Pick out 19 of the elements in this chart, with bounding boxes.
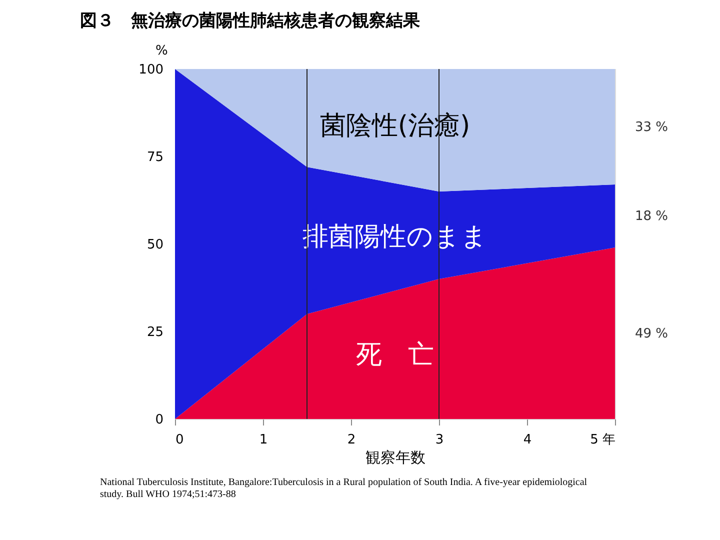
y-tick-label: 100 bbox=[138, 62, 164, 78]
y-tick-label: 50 bbox=[146, 238, 164, 252]
x-tick-label: 4 bbox=[523, 432, 532, 448]
chart-title: 図３ 無治療の菌陽性肺結核患者の観察結果 bbox=[80, 11, 421, 31]
x-tick-label: 1 bbox=[259, 432, 268, 448]
text: 49 % bbox=[635, 326, 668, 342]
y-tick-label: 75 bbox=[146, 150, 164, 165]
text: 33 % bbox=[635, 120, 668, 135]
text: 18 % bbox=[635, 209, 668, 224]
y-tick-label: 25 bbox=[146, 325, 164, 340]
x-tick-label: 5 年 bbox=[590, 432, 616, 448]
series-label: 死 亡 bbox=[356, 340, 434, 370]
text: National Tuberculosis Institute, Bangalore:Tuberculosis in a Rural population of South India. A five-year epidemiological study. Bull WHO 1974;51:473-88 bbox=[100, 477, 588, 500]
y-tick-label: 0 bbox=[155, 412, 164, 428]
x-axis-title: 観察年数 bbox=[366, 448, 426, 466]
x-tick-label: 3 bbox=[435, 432, 444, 448]
x-tick-label: 0 bbox=[176, 432, 184, 448]
y-axis-title: % bbox=[156, 44, 168, 58]
x-tick-label: 2 bbox=[347, 432, 356, 448]
